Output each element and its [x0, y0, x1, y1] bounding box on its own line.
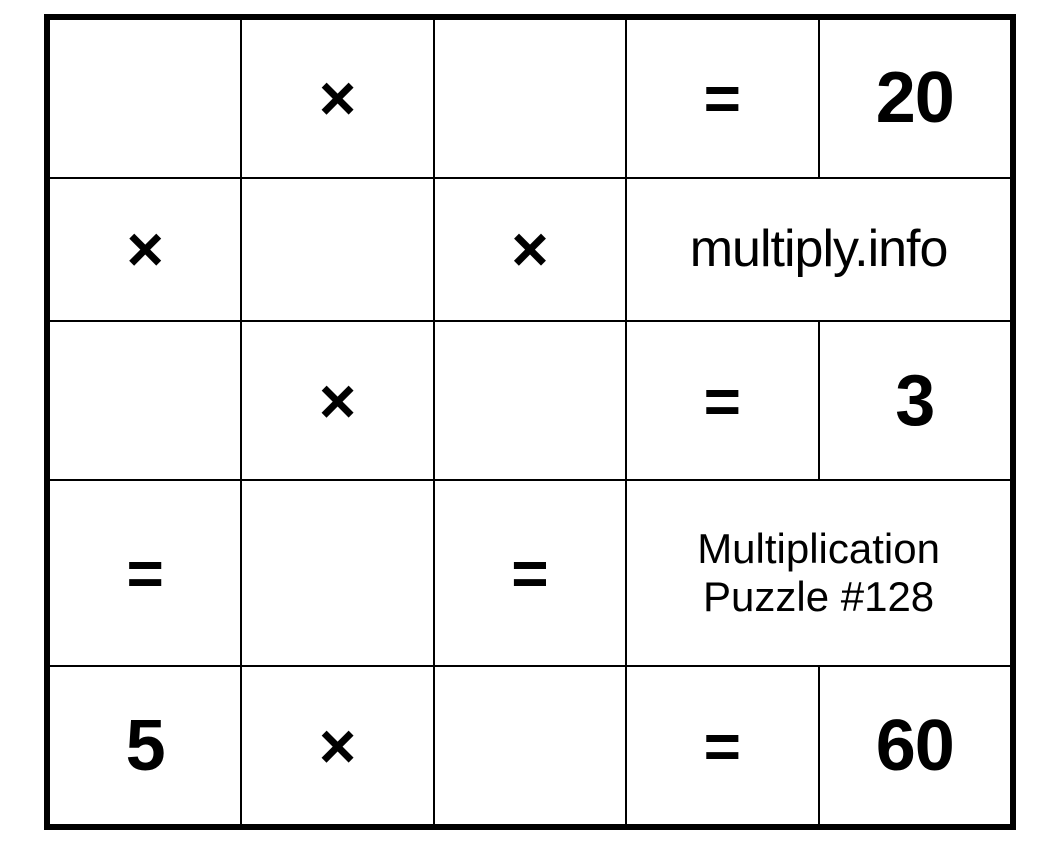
equals-cell: = [626, 666, 818, 825]
cell-value: 20 [876, 58, 954, 138]
equals-icon: = [704, 710, 741, 782]
equals-cell: = [626, 321, 818, 480]
cell-value: 60 [876, 706, 954, 786]
brand-cell: multiply.info [626, 178, 1011, 322]
table-row: × × multiply.info [49, 178, 1011, 322]
caption-line: Multiplication [697, 525, 940, 572]
equals-icon: = [704, 365, 741, 437]
multiply-icon: × [127, 213, 164, 285]
blank-cell[interactable] [434, 19, 626, 178]
operator-cell: × [49, 178, 241, 322]
equals-cell: = [626, 19, 818, 178]
shaded-cell [241, 480, 433, 666]
puzzle-container: × = 20 × × multiply.info × = 3 = = Multi… [44, 14, 1016, 830]
multiply-icon: × [319, 710, 356, 782]
blank-cell[interactable] [434, 666, 626, 825]
equals-cell: = [434, 480, 626, 666]
operator-cell: × [434, 178, 626, 322]
cell-value: 3 [895, 361, 934, 441]
operator-cell: × [241, 666, 433, 825]
result-cell: 60 [819, 666, 1011, 825]
shaded-cell [241, 178, 433, 322]
result-cell: 3 [819, 321, 1011, 480]
puzzle-caption: Multiplication Puzzle #128 [627, 525, 1010, 622]
equals-icon: = [127, 537, 164, 609]
table-row: × = 3 [49, 321, 1011, 480]
cell-value: 5 [126, 706, 165, 786]
operator-cell: × [241, 19, 433, 178]
multiply-icon: × [319, 365, 356, 437]
table-row: 5 × = 60 [49, 666, 1011, 825]
blank-cell[interactable] [434, 321, 626, 480]
multiply-icon: × [511, 213, 548, 285]
given-cell: 5 [49, 666, 241, 825]
multiplication-puzzle-grid: × = 20 × × multiply.info × = 3 = = Multi… [48, 18, 1012, 826]
table-row: = = Multiplication Puzzle #128 [49, 480, 1011, 666]
blank-cell[interactable] [49, 19, 241, 178]
blank-cell[interactable] [49, 321, 241, 480]
result-cell: 20 [819, 19, 1011, 178]
caption-cell: Multiplication Puzzle #128 [626, 480, 1011, 666]
equals-icon: = [511, 537, 548, 609]
table-row: × = 20 [49, 19, 1011, 178]
brand-label: multiply.info [690, 220, 948, 278]
multiply-icon: × [319, 62, 356, 134]
equals-cell: = [49, 480, 241, 666]
caption-line: Puzzle #128 [703, 573, 934, 620]
operator-cell: × [241, 321, 433, 480]
equals-icon: = [704, 62, 741, 134]
